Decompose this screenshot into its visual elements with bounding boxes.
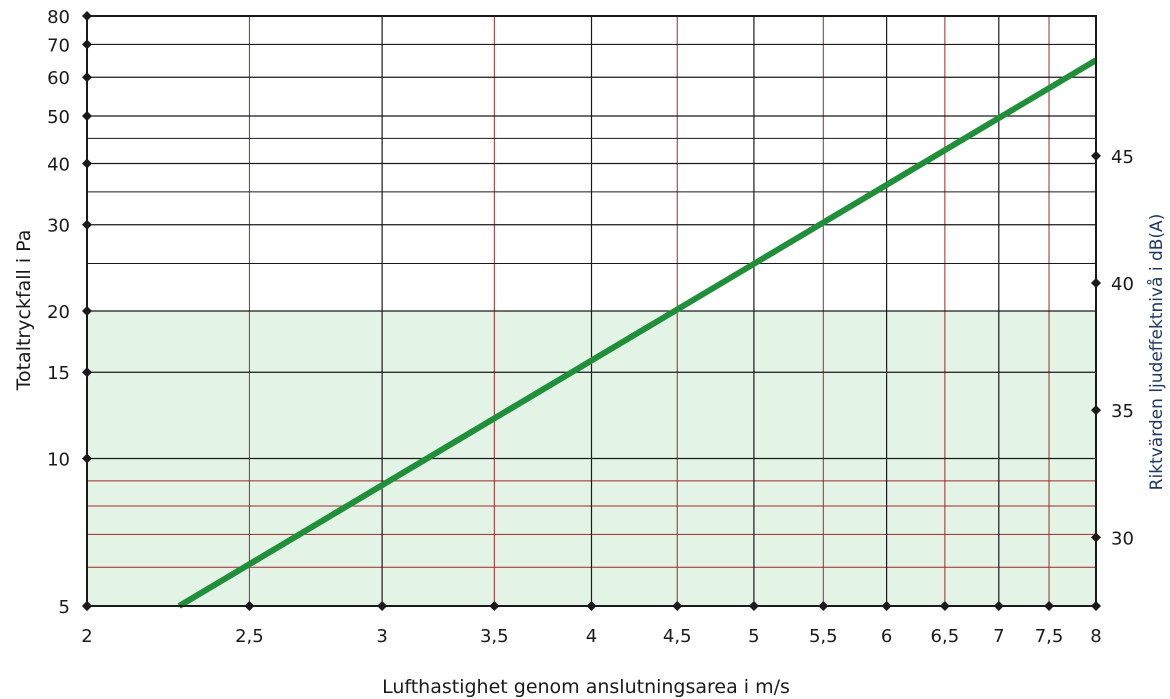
x-tick-marker <box>818 601 829 611</box>
x-tick-marker <box>82 601 92 611</box>
x-tick-marker <box>586 601 597 611</box>
x-tick-marker <box>244 601 255 611</box>
y-tick-label: 30 <box>47 216 70 237</box>
x-tick-label: 3,5 <box>480 626 509 647</box>
y-tick-label: 10 <box>47 450 70 471</box>
y-tick-label: 20 <box>47 302 70 323</box>
y-tick-marker <box>82 453 92 464</box>
x-tick-labels: 2 2,5 3 3,5 4 4,5 5 5,5 6 6,5 7 7,5 8 <box>81 626 1101 647</box>
x-tick-marker <box>881 601 892 611</box>
y-tick-marker <box>82 39 92 50</box>
y-tick-marker <box>82 11 92 21</box>
x-tick-marker <box>672 601 683 611</box>
y2-tick-label: 45 <box>1111 147 1134 168</box>
series-layer <box>177 57 1098 609</box>
y2-tick-label: 40 <box>1111 274 1134 295</box>
y2-tick-marker <box>1091 405 1101 416</box>
x-tick-label: 2 <box>81 626 92 647</box>
x-tick-marker <box>489 601 500 611</box>
x-tick-label: 6,5 <box>931 626 960 647</box>
y2-tick-marker <box>1091 278 1101 289</box>
x-tick-marker <box>748 601 759 611</box>
x-tick-label: 7 <box>993 626 1004 647</box>
y-tick-label: 60 <box>47 68 70 89</box>
x-tick-label: 5 <box>748 626 759 647</box>
y-axis-label: Totaltryckfall i Pa <box>13 230 35 392</box>
y-tick-labels: 5 10 15 20 30 40 50 60 70 80 <box>47 7 70 618</box>
x-tick-label: 8 <box>1090 626 1101 647</box>
y-tick-marker <box>82 72 92 83</box>
y2-axis-label: Riktvärden ljudeffektnivå i dB(A) <box>1146 214 1167 491</box>
y-tick-label: 80 <box>47 7 70 28</box>
y2-tick-labels: 30 35 40 45 <box>1111 147 1134 549</box>
x-tick-marker <box>1044 601 1055 611</box>
y2-tick-marker <box>1091 150 1101 161</box>
tick-markers <box>82 11 1101 611</box>
y-tick-marker <box>82 158 92 169</box>
x-tick-marker <box>377 601 388 611</box>
y-tick-marker <box>82 111 92 122</box>
y-tick-label: 5 <box>59 597 70 618</box>
x-axis-label: Lufthastighet genom anslutningsarea i m/… <box>382 676 790 698</box>
x-tick-label: 3 <box>376 626 387 647</box>
y-tick-label: 15 <box>47 363 70 384</box>
y-tick-marker <box>82 306 92 316</box>
x-tick-label: 6 <box>881 626 892 647</box>
x-tick-marker <box>1091 601 1101 611</box>
y-tick-marker <box>82 219 92 230</box>
x-tick-label: 2,5 <box>235 626 264 647</box>
y-tick-label: 70 <box>47 35 70 56</box>
x-tick-label: 4,5 <box>663 626 692 647</box>
x-tick-label: 7,5 <box>1035 626 1064 647</box>
y2-tick-label: 30 <box>1111 528 1134 549</box>
x-tick-marker <box>993 601 1004 611</box>
x-tick-label: 5,5 <box>809 626 838 647</box>
y-tick-label: 50 <box>47 107 70 128</box>
y-tick-label: 40 <box>47 155 70 176</box>
series-line <box>177 57 1098 609</box>
x-tick-marker <box>939 601 950 611</box>
x-tick-label: 4 <box>586 626 597 647</box>
y2-tick-marker <box>1091 532 1101 543</box>
y2-tick-label: 35 <box>1111 401 1134 422</box>
y-tick-marker <box>82 367 92 378</box>
